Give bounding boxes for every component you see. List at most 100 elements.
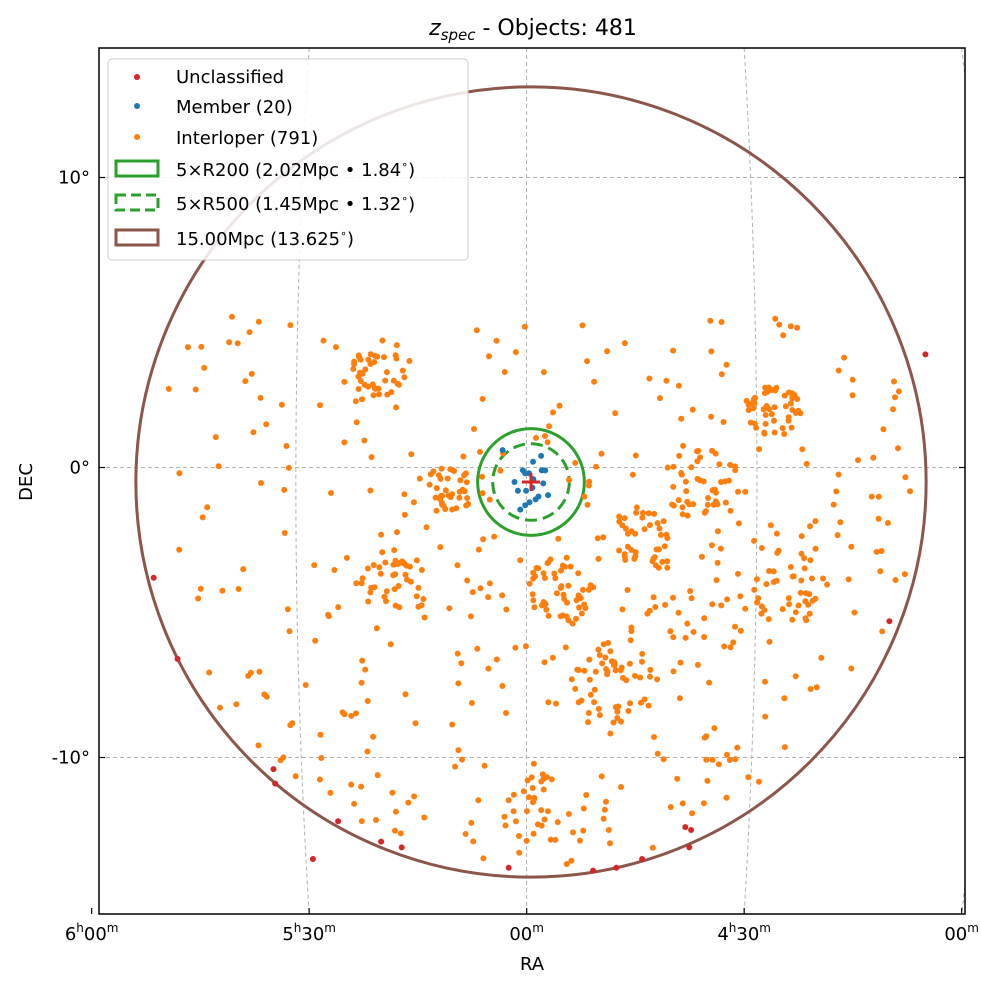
interloper-point (762, 412, 769, 418)
interloper-point (397, 830, 404, 837)
interloper-point (792, 609, 799, 616)
interloper-point (362, 666, 369, 673)
interloper-point (747, 419, 754, 426)
interloper-point (547, 836, 554, 843)
interloper-point (467, 613, 474, 620)
interloper-point (201, 364, 208, 371)
interloper-point (499, 683, 506, 689)
interloper-point (415, 603, 422, 610)
interloper-point (364, 565, 371, 572)
interloper-point (233, 701, 240, 708)
member-point (522, 502, 529, 509)
interloper-point (413, 557, 420, 564)
interloper-point (628, 528, 635, 535)
interloper-point (794, 396, 801, 402)
interloper-point (723, 794, 730, 801)
interloper-point (390, 572, 397, 579)
interloper-point (256, 668, 263, 675)
interloper-point (384, 391, 391, 398)
interloper-point (678, 471, 685, 478)
interloper-point (449, 721, 456, 728)
interloper-point (654, 750, 661, 757)
interloper-point (545, 612, 552, 619)
interloper-point (460, 453, 467, 460)
interloper-point (618, 784, 624, 790)
interloper-point (598, 450, 605, 457)
interloper-point (732, 623, 738, 630)
unclassified-point (686, 844, 693, 851)
interloper-point (632, 672, 638, 679)
interloper-point (240, 566, 247, 573)
interloper-point (479, 490, 486, 497)
interloper-point (670, 463, 677, 470)
interloper-point (331, 567, 338, 573)
interloper-point (255, 742, 262, 749)
interloper-point (812, 545, 819, 552)
interloper-point (812, 518, 819, 525)
interloper-point (781, 392, 788, 399)
interloper-point (526, 794, 532, 801)
legend-label-unclassified: Unclassified (176, 67, 284, 88)
member-point (540, 480, 547, 487)
interloper-point (287, 322, 294, 329)
interloper-point (601, 806, 608, 813)
interloper-point (454, 562, 461, 569)
interloper-point (538, 807, 545, 814)
interloper-point (705, 495, 711, 501)
interloper-point (795, 602, 802, 609)
interloper-point (735, 570, 741, 577)
member-point (530, 458, 536, 465)
interloper-point (629, 471, 636, 478)
interloper-point (368, 454, 375, 461)
interloper-point (818, 654, 825, 661)
interloper-point (317, 402, 323, 409)
interloper-point (359, 657, 366, 664)
interloper-point (526, 580, 533, 587)
interloper-point (477, 448, 483, 455)
interloper-point (474, 645, 481, 652)
interloper-point (581, 667, 588, 674)
interloper-point (709, 601, 716, 608)
interloper-point (541, 816, 548, 823)
interloper-point (907, 488, 913, 495)
interloper-point (607, 648, 614, 655)
interloper-point (311, 562, 318, 569)
interloper-point (895, 388, 902, 395)
legend-marker-unclassified (134, 74, 140, 80)
interloper-point (382, 559, 389, 566)
interloper-point (675, 382, 682, 389)
interloper-point (678, 415, 685, 422)
interloper-point (364, 748, 371, 755)
interloper-point (618, 664, 625, 671)
interloper-point (176, 546, 183, 553)
interloper-point (438, 465, 445, 472)
interloper-point (599, 660, 606, 667)
interloper-point (503, 710, 509, 716)
interloper-point (538, 778, 545, 785)
interloper-point (378, 531, 385, 538)
member-point (511, 479, 518, 485)
interloper-point (555, 535, 562, 542)
interloper-point (734, 744, 741, 751)
interloper-point (807, 686, 814, 692)
interloper-point (278, 401, 285, 408)
interloper-point (651, 510, 658, 517)
x-tick-label: 00m (509, 921, 544, 945)
interloper-point (763, 403, 770, 409)
interloper-point (350, 366, 357, 372)
interloper-point (446, 605, 453, 612)
interloper-point (277, 757, 284, 764)
interloper-point (849, 392, 856, 399)
interloper-point (618, 718, 624, 725)
unclassified-point (590, 867, 597, 874)
interloper-point (834, 532, 841, 539)
interloper-point (517, 557, 524, 564)
interloper-point (833, 488, 840, 495)
interloper-point (870, 454, 877, 461)
interloper-point (848, 665, 855, 672)
interloper-point (540, 786, 547, 793)
interloper-point (600, 641, 607, 648)
interloper-point (383, 588, 390, 595)
interloper-point (595, 646, 602, 653)
interloper-point (690, 629, 697, 635)
